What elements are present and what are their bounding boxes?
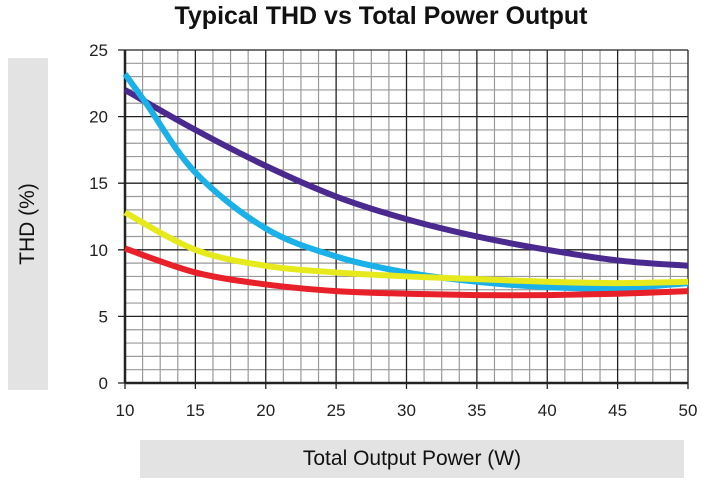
x-axis-label: Total Output Power (W) (302, 447, 522, 470)
series-line-3 (123, 209, 689, 287)
x-tick-label: 35 (467, 401, 486, 420)
y-tick-label: 10 (89, 241, 108, 260)
x-tick-label: 25 (327, 401, 346, 420)
x-tick-label: 20 (256, 401, 275, 420)
x-tick-label: 50 (679, 401, 698, 420)
x-tick-label: 10 (116, 401, 135, 420)
x-tick-label: 45 (608, 401, 627, 420)
series-line-4 (124, 245, 689, 299)
y-tick-label: 5 (99, 307, 108, 326)
series-line-2 (122, 72, 689, 292)
y-tick-label: 20 (89, 108, 108, 127)
y-tick-label: 0 (99, 374, 108, 393)
y-axis-label-box (8, 58, 48, 390)
chart-title: Typical THD vs Total Power Output (174, 2, 588, 30)
x-tick-label: 30 (397, 401, 416, 420)
series-line-1 (123, 87, 689, 269)
chart-plot: 10 15 20 25 30 35 40 45 50 0 5 10 15 20 25 (89, 41, 698, 420)
x-tick-label: 15 (186, 401, 205, 420)
x-axis-label-box: Total Output Power (W) (140, 440, 684, 478)
y-tick-label: 15 (89, 174, 108, 193)
x-tick-label: 40 (538, 401, 557, 420)
y-tick-label: 25 (89, 41, 108, 60)
